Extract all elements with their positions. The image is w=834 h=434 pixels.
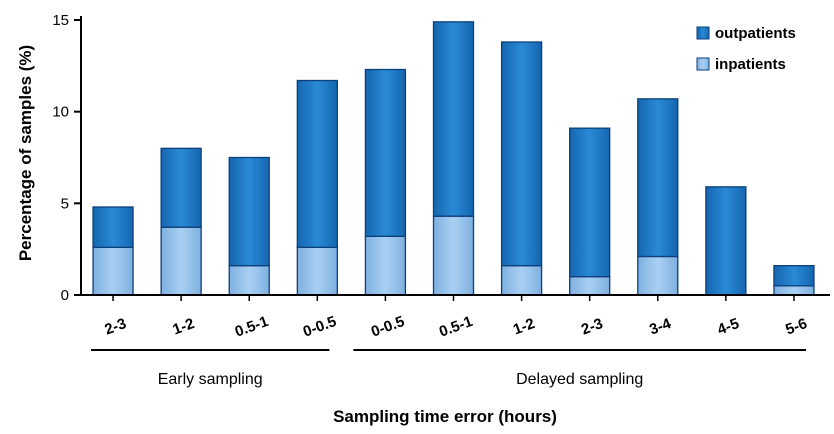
bar-inpatients-10	[773, 285, 815, 296]
bar-outpatients-10	[773, 265, 815, 287]
legend-swatch-inpatients	[696, 57, 710, 71]
bar-inpatients-5	[432, 215, 475, 296]
x-tick-label: 0-0.5	[301, 313, 339, 341]
y-tick-label: 0	[61, 287, 69, 304]
bar-inpatients-3	[296, 246, 338, 296]
bar-inpatients-8	[637, 255, 679, 296]
bar-inpatients-6	[500, 265, 543, 296]
x-axis-title: Sampling time error (hours)	[333, 407, 557, 426]
y-tick-label: 5	[61, 195, 69, 212]
x-tick-label: 1-2	[171, 315, 197, 338]
x-tick-label: 3-4	[647, 315, 674, 339]
bar-outpatients-6	[500, 41, 543, 267]
y-axis-title: Percentage of samples (%)	[16, 45, 35, 261]
group-label: Early sampling	[158, 371, 263, 388]
group-label: Delayed sampling	[516, 371, 643, 388]
bar-inpatients-0	[92, 246, 134, 296]
x-tick-label: 2-3	[579, 315, 605, 338]
x-tick-label: 0.5-1	[437, 313, 475, 341]
x-tick-label: 5-6	[783, 315, 809, 338]
bar-outpatients-2	[228, 156, 270, 267]
y-tick-label: 10	[52, 104, 69, 121]
bar-inpatients-7	[569, 276, 611, 296]
legend-label-inpatients: inpatients	[715, 56, 786, 73]
bar-outpatients-7	[569, 127, 611, 278]
bar-outpatients-8	[637, 98, 679, 258]
bar-outpatients-5	[432, 21, 475, 217]
bar-inpatients-1	[160, 226, 202, 296]
x-tick-label: 0-0.5	[369, 313, 407, 341]
bar-outpatients-9	[705, 186, 747, 296]
bar-outpatients-1	[160, 147, 202, 228]
bar-inpatients-2	[228, 265, 270, 296]
x-tick-label: 2-3	[102, 315, 128, 338]
bar-outpatients-4	[364, 68, 407, 237]
legend-label-outpatients: outpatients	[715, 25, 796, 42]
y-tick-label: 15	[52, 12, 69, 29]
bar-outpatients-3	[296, 79, 338, 248]
bar-inpatients-4	[364, 235, 407, 296]
bar-outpatients-0	[92, 206, 134, 248]
x-tick-label: 4-5	[715, 315, 741, 338]
plot-area: 0 5 10 15 2-3 1-2 0.5-1 0-0.5 0-0.5 0.5-1 1-2 2-3 3-…	[52, 12, 830, 388]
legend-swatch-outpatients	[696, 26, 710, 40]
x-tick-label: 0.5-1	[233, 313, 271, 341]
x-tick-label: 1-2	[511, 315, 537, 338]
